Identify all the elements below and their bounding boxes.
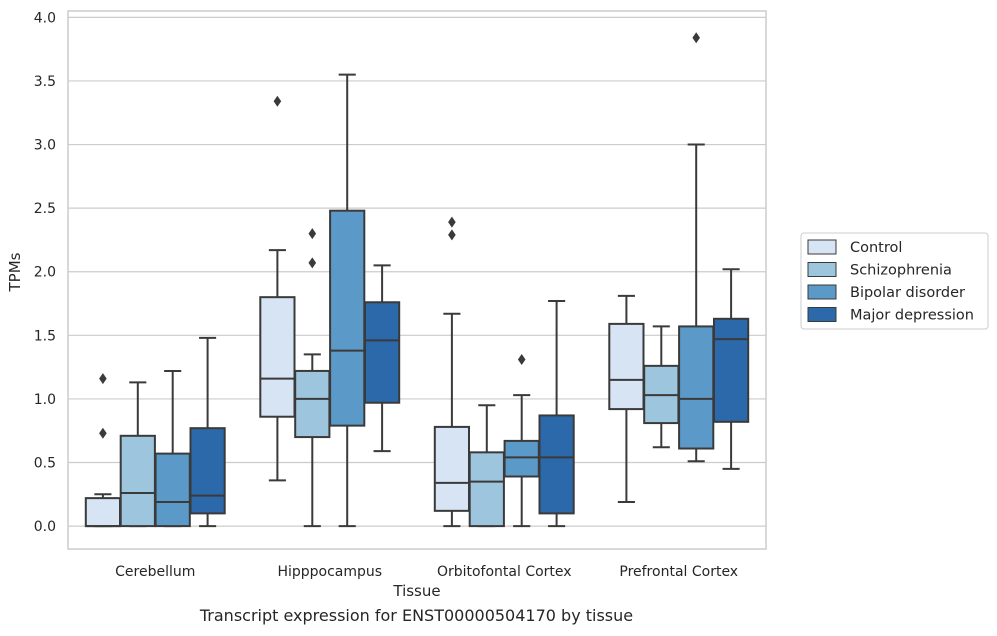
box-plots [84, 32, 750, 528]
box-iqr [294, 369, 331, 439]
box-schizophrenia [643, 325, 680, 449]
box-iqr [259, 296, 296, 418]
y-axis-label: TPMs [6, 252, 24, 292]
outlier-point [517, 353, 526, 365]
box-major-depression [189, 336, 226, 528]
outlier-point [99, 427, 107, 439]
box-iqr [608, 322, 645, 411]
box-control [433, 216, 471, 528]
box-iqr [154, 452, 191, 528]
y-tick-label: 0.5 [34, 456, 56, 472]
box-schizophrenia [468, 404, 505, 528]
box-bipolar-disorder [154, 369, 191, 528]
legend: Control Schizophrenia Bipolar disorder Majo… [800, 232, 989, 330]
box-major-depression [712, 268, 750, 470]
x-axis-label: Tissue [392, 582, 440, 600]
y-tick-label: 3.0 [34, 138, 56, 154]
y-tick-labels: 0.0 0.5 1.0 1.5 2.0 2.5 3.0 3.5 4.0 [34, 10, 56, 535]
legend-swatch [807, 307, 837, 322]
legend-label: Control [850, 240, 902, 256]
box-iqr [678, 325, 715, 450]
outlier-point [99, 373, 107, 385]
legend-label: Major depression [850, 308, 974, 324]
box-major-depression [363, 264, 401, 453]
outlier-point [448, 229, 456, 241]
x-tick-label: Hipppocampus [277, 564, 382, 580]
outlier-point [273, 95, 282, 107]
box-iqr [84, 497, 122, 528]
box-schizophrenia [294, 228, 331, 528]
legend-swatch [807, 284, 837, 300]
box-iqr [189, 427, 226, 515]
box-iqr [468, 451, 505, 528]
box-bipolar-disorder [329, 73, 366, 528]
x-tick-label: Cerebellum [115, 564, 195, 580]
outlier-point [308, 257, 317, 269]
legend-label: Bipolar disorder [850, 285, 965, 301]
box-iqr [712, 317, 750, 423]
box-control [259, 95, 296, 482]
box-iqr [433, 425, 471, 512]
y-tick-label: 0.0 [34, 519, 56, 535]
box-iqr [538, 414, 575, 515]
box-iqr [119, 434, 156, 528]
y-tick-label: 1.0 [34, 392, 56, 408]
outlier-point [448, 216, 456, 228]
x-tick-label: Orbitofontal Cortex [437, 564, 572, 580]
box-bipolar-disorder [678, 32, 715, 463]
box-iqr [363, 301, 401, 404]
box-iqr [329, 209, 366, 427]
x-tick-label: Prefrontal Cortex [619, 564, 738, 580]
box-major-depression [538, 299, 575, 528]
legend-frame [800, 232, 989, 330]
y-tick-label: 2.5 [34, 201, 56, 217]
box-control [84, 373, 122, 528]
figure-caption: Transcript expression for ENST0000050417… [199, 606, 634, 625]
y-tick-label: 2.0 [34, 265, 56, 281]
x-tick-labels: Cerebellum Hipppocampus Orbitofontal Corte… [115, 564, 738, 580]
box-iqr [503, 439, 540, 478]
outlier-point [308, 228, 317, 240]
box-schizophrenia [119, 381, 156, 528]
legend-swatch [807, 239, 837, 255]
box-control [608, 294, 645, 503]
box-bipolar-disorder [503, 353, 540, 528]
y-tick-label: 4.0 [34, 10, 56, 26]
plot-frame [67, 10, 767, 550]
y-tick-label: 3.5 [34, 74, 56, 90]
legend-swatch [807, 262, 837, 277]
y-tick-label: 1.5 [34, 328, 56, 344]
outlier-point [692, 32, 700, 44]
legend-label: Schizophrenia [850, 263, 952, 279]
